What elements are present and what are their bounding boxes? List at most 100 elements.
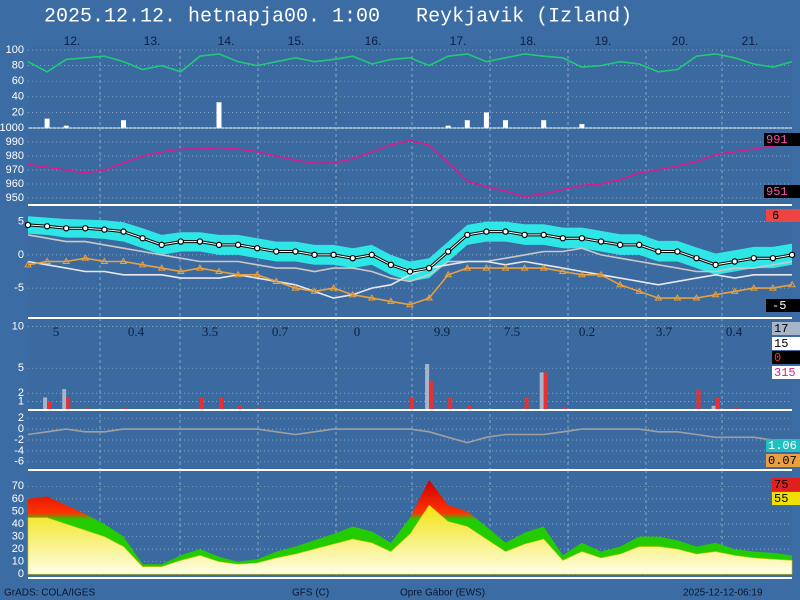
- point: [272, 277, 281, 284]
- point: [463, 264, 472, 271]
- day-label: 13.: [144, 34, 161, 48]
- point: [730, 287, 739, 294]
- point: [24, 221, 32, 229]
- label-bg: [772, 492, 800, 505]
- label-bg: [772, 337, 800, 350]
- y-tick-label: 970: [6, 164, 24, 176]
- bar: [483, 112, 489, 128]
- point: [81, 254, 90, 261]
- day-label: 12.: [64, 34, 81, 48]
- bar: [579, 124, 585, 128]
- point: [540, 231, 547, 239]
- point: [234, 270, 242, 278]
- day-label: 14.: [218, 34, 235, 48]
- point: [292, 248, 299, 255]
- footer-source: GrADS: COLA/IGES: [4, 588, 95, 599]
- y-tick-label: 30: [12, 530, 24, 542]
- point: [731, 258, 738, 265]
- point: [521, 231, 528, 239]
- y-tick-label: 1000: [0, 122, 24, 134]
- y-tick-label: 990: [6, 136, 24, 148]
- bar: [62, 389, 67, 410]
- point: [43, 223, 51, 230]
- y-tick-label: 40: [12, 91, 24, 103]
- day-label: 19.: [595, 34, 612, 48]
- bar: [47, 401, 52, 410]
- day-total: 3.5: [202, 324, 218, 339]
- y-tick-label: 60: [12, 75, 24, 87]
- title: 2025.12.12. hetnapja00. 1:00 Reykjavik (…: [44, 5, 632, 28]
- side-label: 951: [766, 185, 788, 199]
- day-label: 18.: [520, 34, 537, 48]
- side-label: 75: [774, 478, 788, 492]
- day-total: 0: [354, 324, 361, 339]
- y-tick-label: 10: [12, 320, 24, 332]
- side-label: 1.06: [768, 439, 797, 453]
- point: [712, 261, 719, 269]
- point: [120, 228, 127, 235]
- side-label: 17: [774, 322, 788, 336]
- point: [62, 257, 71, 264]
- point: [101, 226, 108, 233]
- point: [558, 267, 567, 274]
- point: [100, 257, 109, 264]
- bar: [121, 120, 126, 128]
- label-bg: [764, 133, 800, 146]
- side-label: 15: [774, 337, 788, 351]
- y-tick-label: 60: [12, 493, 24, 505]
- footer-author: Opre Gábor (EWS): [400, 588, 485, 599]
- point: [502, 228, 509, 235]
- point: [368, 251, 375, 259]
- bar: [541, 120, 547, 128]
- point: [387, 297, 395, 304]
- point: [788, 251, 796, 259]
- y-tick-label: 960: [6, 178, 24, 190]
- y-tick-label: -2: [14, 434, 24, 446]
- day-total: 0.7: [272, 324, 289, 339]
- bar: [562, 407, 567, 410]
- point: [655, 248, 662, 255]
- point: [138, 260, 147, 268]
- point: [62, 225, 70, 232]
- line: [27, 428, 792, 444]
- line: [27, 260, 792, 299]
- point: [692, 294, 701, 301]
- point: [215, 241, 223, 249]
- label-bg: [766, 299, 800, 312]
- point: [597, 270, 605, 278]
- y-tick-label: 20: [12, 106, 24, 118]
- point: [578, 235, 586, 242]
- bar: [539, 372, 544, 410]
- label-bg: [772, 322, 800, 335]
- label-bg: [772, 366, 800, 379]
- side-label: 0.07: [768, 454, 797, 468]
- bar: [696, 389, 701, 410]
- day-label: 20.: [672, 34, 689, 48]
- point: [254, 245, 261, 252]
- point: [636, 241, 643, 249]
- point: [578, 270, 586, 278]
- y-tick-label: 10: [12, 556, 24, 568]
- point: [674, 248, 681, 255]
- y-tick-label: 50: [12, 505, 24, 517]
- label-bg: [772, 351, 800, 364]
- point: [750, 254, 758, 262]
- day-label: 17.: [450, 34, 467, 48]
- point: [215, 267, 223, 274]
- point: [693, 254, 700, 262]
- day-total: 3.7: [656, 324, 673, 339]
- day-total: 5: [53, 324, 60, 339]
- side-label: 6: [772, 209, 779, 223]
- point: [139, 235, 146, 242]
- point: [539, 264, 548, 271]
- point: [559, 235, 567, 242]
- bar: [219, 397, 223, 410]
- day-total: 7.5: [504, 324, 520, 339]
- day-total: 9.9: [434, 324, 450, 339]
- y-tick-label: -5: [14, 282, 24, 294]
- bar: [464, 120, 470, 128]
- point: [196, 238, 204, 245]
- line: [27, 257, 793, 306]
- band: [28, 216, 792, 282]
